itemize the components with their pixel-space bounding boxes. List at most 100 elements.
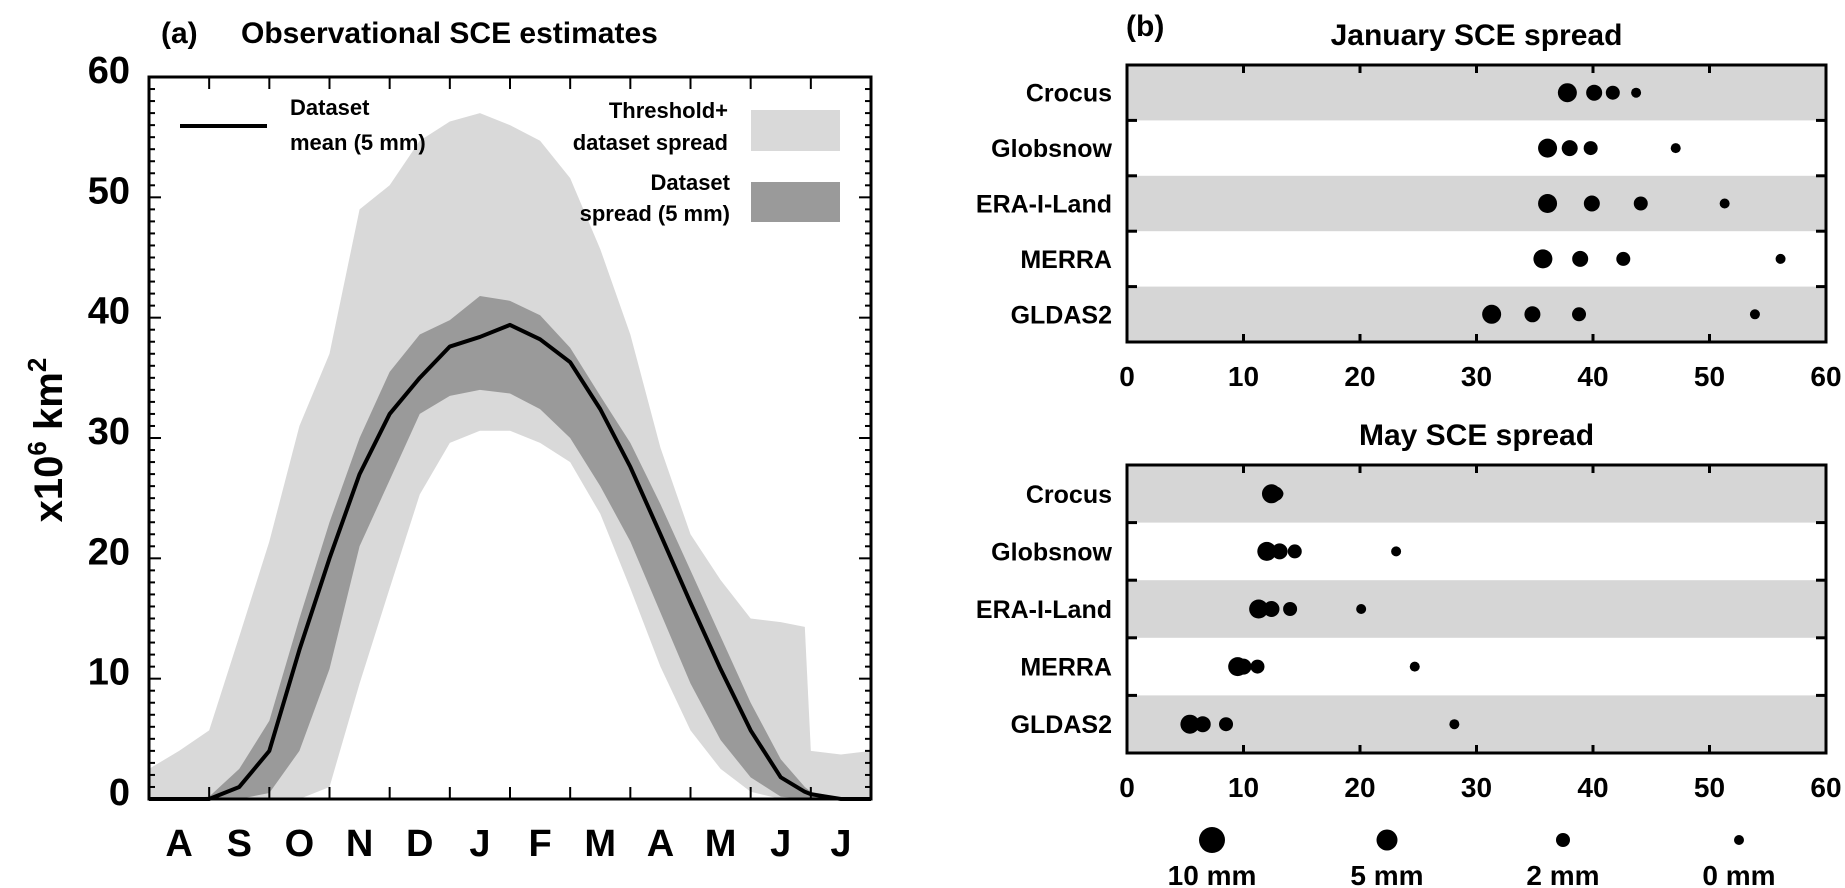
data-point-0mm bbox=[1356, 604, 1367, 614]
month-label: O bbox=[285, 823, 315, 865]
y-tick-label: 10 bbox=[88, 652, 130, 694]
data-point-2mm bbox=[1605, 85, 1620, 100]
data-point-2mm bbox=[1572, 307, 1587, 322]
data-point-0mm bbox=[1449, 719, 1460, 730]
panel-title: May SCE spread bbox=[1359, 419, 1594, 452]
y-tick-label: 40 bbox=[88, 291, 130, 333]
row-label: MERRA bbox=[1020, 654, 1112, 682]
data-point-2mm bbox=[1633, 196, 1648, 211]
data-point-10mm bbox=[1482, 304, 1502, 324]
data-point-10mm bbox=[1557, 83, 1577, 103]
legend-spread-text: spread (5 mm) bbox=[580, 201, 730, 226]
x-tick-label: 20 bbox=[1344, 772, 1375, 803]
x-tick-label: 40 bbox=[1577, 772, 1608, 803]
month-label: A bbox=[165, 823, 192, 865]
x-tick-label: 0 bbox=[1119, 772, 1135, 803]
data-point-0mm bbox=[1409, 661, 1420, 672]
data-point-0mm bbox=[1719, 198, 1730, 209]
y-label-unit: km bbox=[27, 372, 71, 441]
data-point-5mm bbox=[1572, 250, 1589, 267]
legend-spread-swatch bbox=[751, 182, 840, 222]
size-legend-dot bbox=[1376, 829, 1398, 851]
row-band bbox=[1127, 580, 1826, 638]
row-band bbox=[1127, 695, 1826, 753]
row-label: Crocus bbox=[1026, 80, 1112, 108]
data-point-5mm bbox=[1263, 601, 1280, 617]
row-label: GLDAS2 bbox=[1011, 711, 1112, 739]
data-point-10mm bbox=[1533, 249, 1553, 269]
y-axis-label: x106 km2 bbox=[22, 358, 71, 523]
x-tick-label: 0 bbox=[1119, 361, 1135, 392]
month-label: J bbox=[770, 823, 791, 865]
y-tick-label: 60 bbox=[88, 50, 130, 92]
data-point-10mm bbox=[1249, 599, 1269, 619]
data-point-0mm bbox=[1391, 546, 1402, 557]
dataset-spread-band bbox=[149, 296, 871, 799]
row-band bbox=[1127, 286, 1826, 342]
title-a: Observational SCE estimates bbox=[241, 17, 658, 50]
row-label: Globsnow bbox=[991, 538, 1112, 566]
data-point-10mm bbox=[1257, 541, 1277, 561]
y-label-exp2: 2 bbox=[22, 358, 52, 372]
month-label: M bbox=[705, 823, 737, 865]
row-band bbox=[1127, 465, 1826, 523]
month-label: D bbox=[406, 823, 433, 865]
data-point-5mm bbox=[1524, 306, 1541, 323]
size-legend-dot bbox=[1556, 833, 1570, 847]
row-band bbox=[1127, 65, 1826, 121]
size-legend-label: 5 mm bbox=[1350, 860, 1423, 888]
data-point-0mm bbox=[1670, 143, 1681, 154]
x-tick-label: 30 bbox=[1461, 361, 1492, 392]
y-tick-label: 50 bbox=[88, 170, 130, 212]
x-tick-label: 30 bbox=[1461, 772, 1492, 803]
row-band bbox=[1127, 175, 1826, 232]
y-tick-label: 30 bbox=[88, 411, 130, 453]
data-point-10mm bbox=[1180, 714, 1200, 734]
size-legend-label: 2 mm bbox=[1526, 860, 1599, 888]
legend-spread-text: Dataset bbox=[651, 170, 731, 195]
legend-threshold-text: dataset spread bbox=[573, 130, 728, 155]
month-label: N bbox=[346, 823, 373, 865]
data-point-5mm bbox=[1583, 195, 1600, 212]
dataset-mean-line bbox=[149, 322, 871, 801]
data-point-5mm bbox=[1194, 716, 1211, 733]
size-legend-label: 0 mm bbox=[1702, 860, 1775, 888]
month-label: J bbox=[830, 823, 851, 865]
y-label-exp1: 6 bbox=[22, 441, 52, 455]
month-label: S bbox=[227, 823, 252, 865]
x-tick-label: 50 bbox=[1694, 772, 1725, 803]
data-point-2mm bbox=[1287, 544, 1302, 559]
data-point-5mm bbox=[1271, 543, 1288, 560]
data-point-2mm bbox=[1583, 141, 1598, 156]
data-point-5mm bbox=[1235, 658, 1252, 675]
y-label-base: x10 bbox=[27, 456, 71, 523]
data-point-5mm bbox=[1561, 140, 1578, 157]
size-legend-dot bbox=[1734, 835, 1744, 845]
x-tick-label: 10 bbox=[1228, 361, 1259, 392]
row-label: GLDAS2 bbox=[1011, 301, 1112, 329]
legend-mean-text: mean (5 mm) bbox=[290, 130, 426, 155]
month-label: A bbox=[647, 823, 674, 865]
size-legend-dot bbox=[1199, 827, 1225, 853]
panel-label-b: (b) bbox=[1126, 10, 1164, 43]
month-label: M bbox=[584, 823, 616, 865]
x-tick-label: 50 bbox=[1694, 361, 1725, 392]
y-tick-label: 0 bbox=[109, 772, 130, 814]
y-tick-label: 20 bbox=[88, 531, 130, 573]
row-label: ERA-I-Land bbox=[976, 596, 1112, 624]
legend-mean-text: Dataset bbox=[290, 95, 370, 120]
data-point-0mm bbox=[1775, 253, 1786, 264]
legend-threshold-swatch bbox=[751, 110, 840, 151]
row-label: Crocus bbox=[1026, 481, 1112, 509]
row-label: Globsnow bbox=[991, 135, 1112, 163]
x-tick-label: 60 bbox=[1810, 361, 1841, 392]
data-point-0mm bbox=[1631, 87, 1642, 98]
size-legend-label: 10 mm bbox=[1168, 860, 1257, 888]
x-tick-label: 20 bbox=[1344, 361, 1375, 392]
row-label: MERRA bbox=[1020, 246, 1112, 274]
panel-label-a: (a) bbox=[161, 17, 198, 50]
data-point-10mm bbox=[1538, 138, 1558, 158]
data-point-5mm bbox=[1586, 84, 1603, 101]
legend-threshold-text: Threshold+ bbox=[609, 98, 728, 123]
